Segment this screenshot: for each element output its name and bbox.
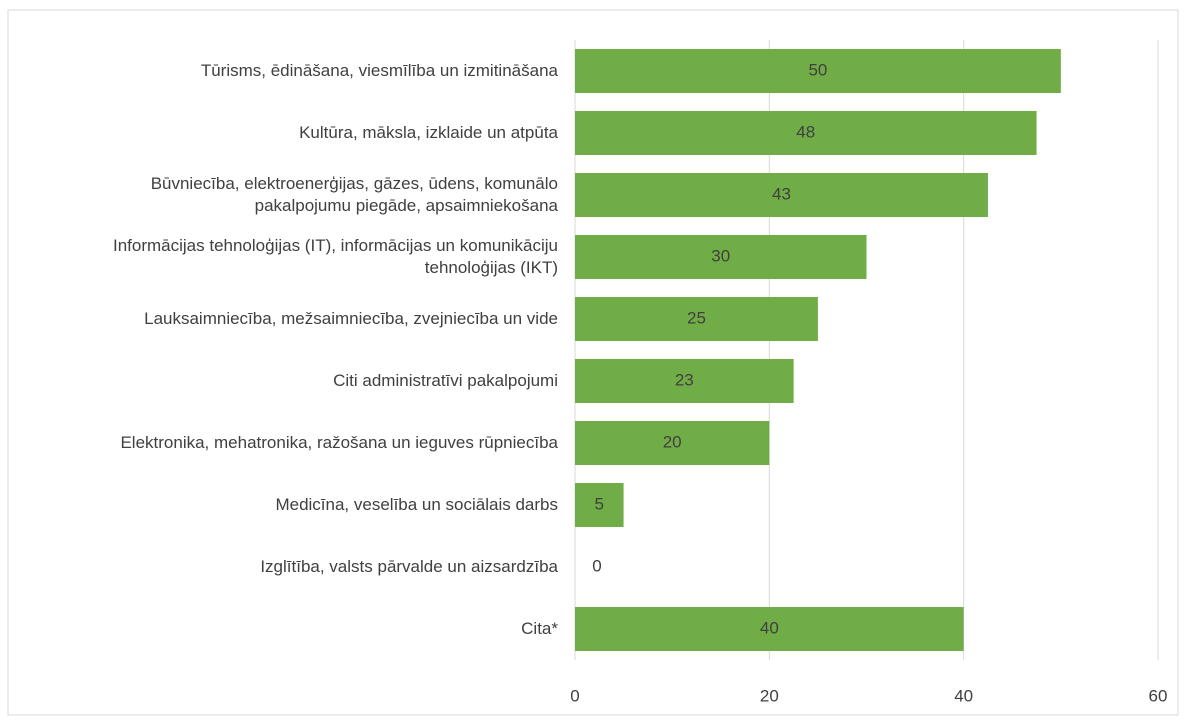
bar [575, 483, 624, 527]
y-tick-label: Informācijas tehnoloģijas (IT), informāc… [112, 236, 558, 277]
y-tick-label: Būvniecība, elektroenerģijas, gāzes, ūde… [150, 174, 558, 215]
data-label: 40 [760, 618, 779, 637]
bar [575, 235, 867, 279]
x-tick-label: 40 [954, 686, 973, 705]
data-label: 0 [592, 556, 601, 575]
data-label: 23 [675, 370, 694, 389]
bar [575, 421, 770, 465]
data-label: 50 [808, 60, 827, 79]
x-tick-label: 0 [570, 686, 579, 705]
y-tick-label: Citi administratīvi pakalpojumi [333, 371, 558, 390]
y-tick-label: Cita* [521, 619, 558, 638]
y-tick-label: Medicīna, veselība un sociālais darbs [275, 495, 558, 514]
bar [575, 49, 1061, 93]
y-tick-label: Kultūra, māksla, izklaide un atpūta [299, 123, 558, 142]
y-tick-label: Lauksaimniecība, mežsaimniecība, zvejnie… [144, 309, 558, 328]
bar [575, 111, 1037, 155]
y-tick-label: Tūrisms, ēdināšana, viesmīlība un izmiti… [200, 61, 558, 80]
data-label: 25 [687, 308, 706, 327]
data-label: 5 [595, 494, 604, 513]
y-tick-label: Elektronika, mehatronika, ražošana un ie… [120, 433, 558, 452]
data-label: 30 [711, 246, 730, 265]
x-tick-label: 20 [760, 686, 779, 705]
data-label: 20 [663, 432, 682, 451]
bar [575, 607, 964, 651]
bar [575, 359, 794, 403]
bar [575, 173, 988, 217]
x-tick-label: 60 [1149, 686, 1168, 705]
data-label: 48 [796, 122, 815, 141]
y-tick-label: Izglītība, valsts pārvalde un aizsardzīb… [260, 557, 558, 576]
data-label: 43 [772, 184, 791, 203]
bar [575, 297, 818, 341]
chart-border [7, 9, 1179, 716]
